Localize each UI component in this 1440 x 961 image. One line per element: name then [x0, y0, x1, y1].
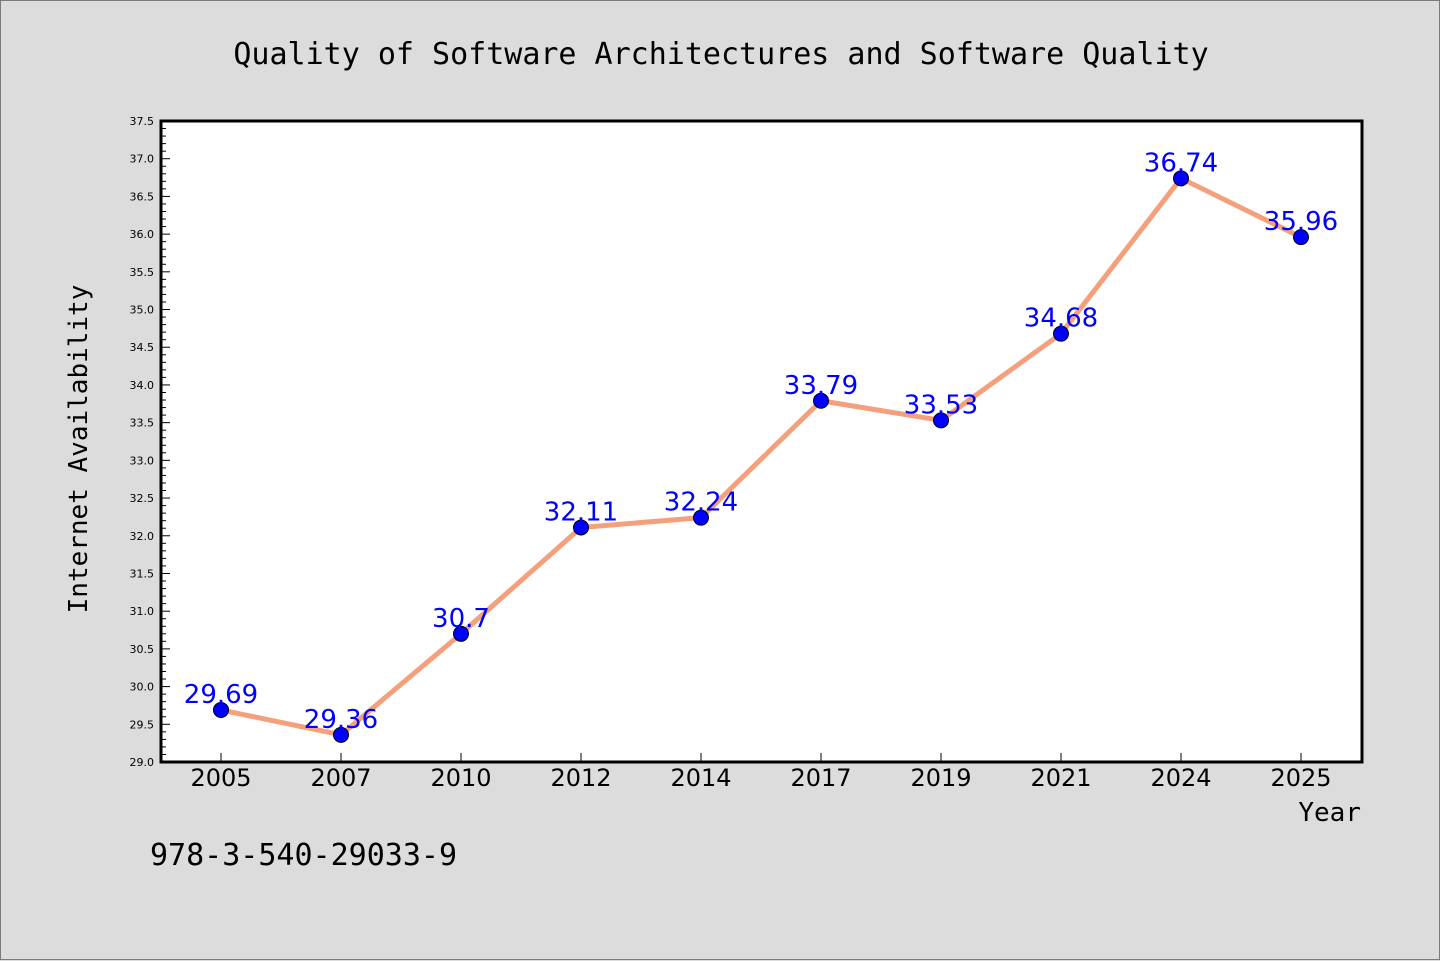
x-tick-label: 2019 [910, 764, 971, 792]
plot-area [161, 121, 1362, 762]
y-tick-label: 37.5 [130, 115, 155, 128]
y-tick-label: 34.0 [130, 379, 155, 392]
y-tick-label: 30.5 [130, 643, 155, 656]
y-tick-label: 29.0 [130, 756, 155, 769]
data-point [813, 392, 829, 409]
x-tick-label: 2024 [1150, 764, 1211, 792]
y-tick-label: 31.0 [130, 605, 155, 618]
y-tick-label: 37.0 [130, 153, 155, 166]
x-tick-label: 2007 [310, 764, 371, 792]
data-point [573, 519, 589, 536]
y-tick-label: 30.0 [130, 681, 155, 694]
x-tick-label: 2025 [1270, 764, 1331, 792]
x-tick-label: 2014 [670, 764, 731, 792]
y-tick-label: 33.0 [130, 454, 155, 467]
x-tick-label: 2005 [190, 764, 251, 792]
plot-frame [159, 119, 1364, 764]
y-tick-label: 33.5 [130, 417, 155, 430]
x-tick-label: 2017 [790, 764, 851, 792]
chart-title: Quality of Software Architectures and So… [233, 37, 1208, 72]
y-tick-label: 35.0 [130, 304, 155, 317]
y-tick-label: 32.0 [130, 530, 155, 543]
y-axis-label: Internet Availability [64, 285, 94, 614]
y-tick-label: 36.5 [130, 190, 155, 203]
data-label: 36.74 [1144, 148, 1218, 178]
y-tick-label: 29.5 [130, 718, 155, 731]
data-point [1053, 325, 1069, 342]
data-label: 34.68 [1024, 304, 1098, 334]
x-tick-label: 2010 [430, 764, 491, 792]
data-label: 32.24 [664, 488, 738, 518]
y-tick-label: 34.5 [130, 341, 155, 354]
y-tick-label: 35.5 [130, 266, 155, 279]
isbn-footnote: 978-3-540-29033-9 [150, 838, 457, 873]
data-point [333, 726, 349, 743]
data-label: 33.79 [784, 371, 858, 401]
ticks-layer: 29.0 29.5 30.0 30.5 31.0 31.5 32.0 32.5 33.0 33.5… [130, 115, 1332, 792]
series-line [218, 175, 1304, 738]
data-point [1293, 229, 1309, 246]
data-point [933, 412, 949, 429]
data-label: 29.36 [304, 705, 378, 735]
x-tick-label: 2012 [550, 764, 611, 792]
data-point [693, 509, 709, 526]
data-label: 33.53 [904, 390, 978, 420]
data-point [213, 701, 229, 718]
y-tick-label: 31.5 [130, 567, 155, 580]
data-labels-layer: 29.69 29.36 30.7 32.11 32.24 33.79 33.53 34.68 3… [184, 148, 1338, 735]
y-tick-label: 32.5 [130, 492, 155, 505]
data-point [1173, 170, 1189, 187]
data-label: 29.69 [184, 680, 258, 710]
x-tick-label: 2021 [1030, 764, 1091, 792]
y-tick-label: 36.0 [130, 228, 155, 241]
data-label: 35.96 [1264, 207, 1338, 237]
data-point [453, 625, 469, 642]
x-axis-label: Year [1298, 798, 1361, 828]
data-label: 30.7 [432, 604, 490, 634]
series-layer [213, 170, 1309, 743]
data-label: 32.11 [544, 497, 618, 527]
